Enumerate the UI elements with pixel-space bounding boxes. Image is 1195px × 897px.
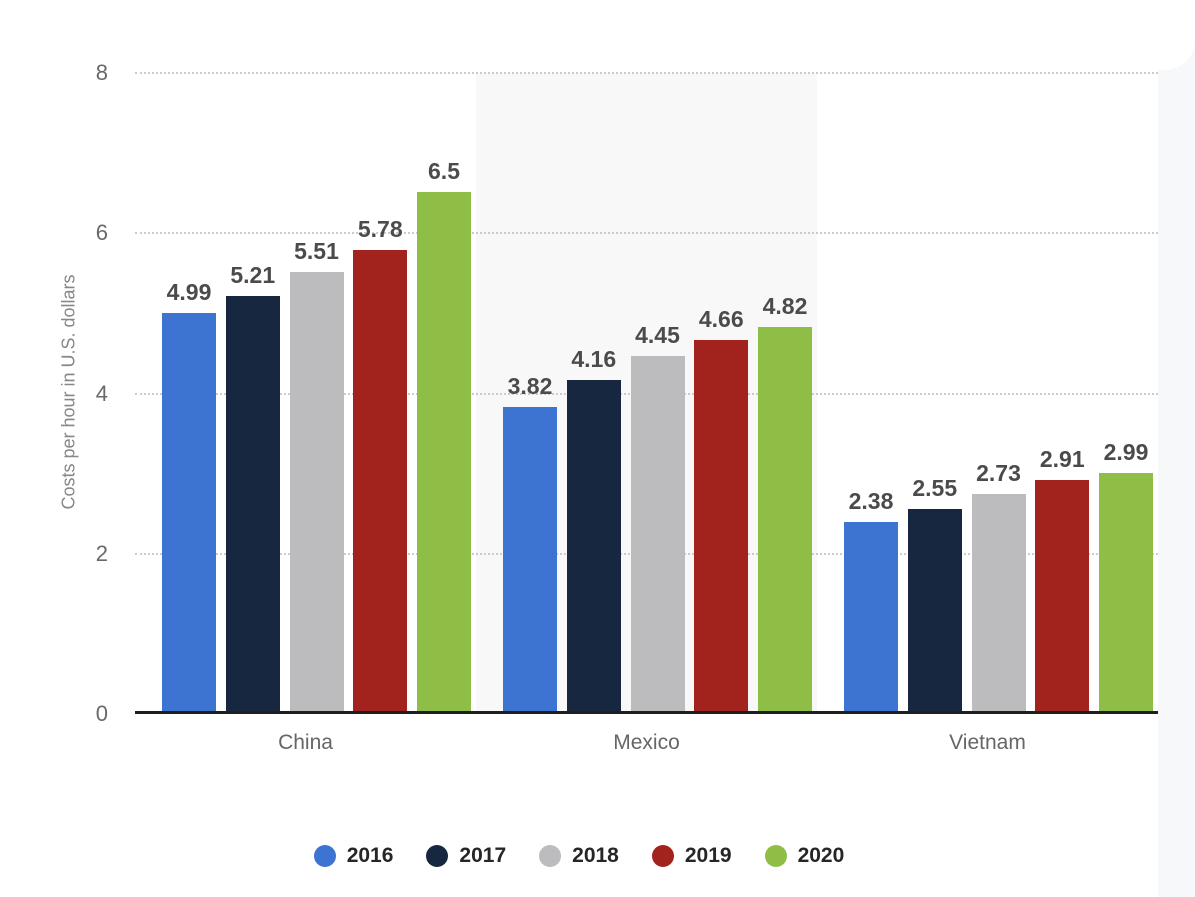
y-tick-label-6: 6 — [95, 220, 108, 245]
bar-value-label: 6.5 — [428, 158, 460, 184]
bar-value-label: 4.45 — [635, 322, 680, 348]
bar-mexico-2019[interactable]: 4.66 — [694, 306, 749, 713]
bar-value-label: 4.99 — [166, 279, 212, 305]
legend-label-2019: 2019 — [684, 844, 732, 867]
legend-item-2019: 2019 — [651, 844, 732, 868]
y-tick-label-4: 4 — [95, 381, 108, 406]
category-label-vietnam: Vietnam — [949, 731, 1026, 754]
category-label-china: China — [278, 731, 333, 754]
bar-mexico-2017[interactable]: 4.16 — [566, 346, 621, 713]
legend-dot-2020 — [764, 845, 787, 867]
page-edge-strip — [1158, 0, 1195, 897]
legend-item-2017: 2017 — [426, 844, 506, 868]
bar-value-label: 2.91 — [1039, 446, 1085, 472]
bar-china-2017[interactable]: 5.21 — [225, 262, 280, 713]
bar-mexico-2020[interactable]: 4.82 — [758, 293, 812, 713]
bar-value-label: 2.38 — [848, 488, 894, 514]
bar-group-vietnam: 2.38 2.55 2.73 2.91 2.99 — [817, 72, 1158, 713]
bar-mexico-2016[interactable]: 3.82 — [503, 373, 557, 713]
bar-value-label: 2.55 — [912, 475, 958, 501]
bar-value-label: 2.99 — [1103, 439, 1149, 465]
y-tick-label-2: 2 — [95, 541, 108, 566]
bar-vietnam-2020[interactable]: 2.99 — [1099, 439, 1153, 713]
gridline-8 — [135, 72, 1158, 74]
legend-dot-2017 — [426, 845, 449, 867]
legend-item-2018: 2018 — [539, 844, 619, 868]
legend-item-2020: 2020 — [764, 844, 845, 868]
y-tick-label-8: 8 — [95, 60, 108, 85]
bar-china-2018[interactable]: 5.51 — [289, 238, 344, 713]
bar-value-label: 2.73 — [976, 460, 1021, 486]
category-label-mexico: Mexico — [613, 731, 680, 754]
legend-label-2017: 2017 — [459, 844, 507, 867]
bar-mexico-2018[interactable]: 4.45 — [630, 322, 685, 713]
legend-label-2016: 2016 — [346, 844, 394, 867]
legend-label-2018: 2018 — [572, 844, 619, 867]
x-axis-line — [135, 711, 1158, 714]
legend-item-2016: 2016 — [313, 844, 394, 868]
bar-value-label: 4.66 — [698, 306, 744, 332]
bar-value-label: 5.51 — [294, 238, 339, 264]
bar-vietnam-2017[interactable]: 2.55 — [907, 475, 962, 713]
bar-china-2016[interactable]: 4.99 — [162, 279, 216, 713]
bar-value-label: 3.82 — [507, 373, 553, 399]
gridline-6 — [135, 232, 1158, 234]
legend-label-2020: 2020 — [797, 844, 845, 867]
bar-value-label: 5.78 — [357, 216, 403, 242]
bar-vietnam-2019[interactable]: 2.91 — [1035, 446, 1090, 713]
bar-china-2020[interactable]: 6.5 — [417, 158, 471, 713]
bar-value-label: 5.21 — [230, 262, 276, 288]
bar-value-label: 4.16 — [571, 346, 617, 372]
y-tick-label-0: 0 — [95, 701, 108, 726]
legend-dot-2018 — [539, 845, 562, 867]
bar-group-china: 4.99 5.21 5.51 5.78 6.5 — [135, 72, 476, 713]
legend: 2016 2017 2018 2019 2020 — [0, 844, 1158, 868]
bar-group-mexico: 3.82 4.16 4.45 4.66 4.82 — [476, 72, 817, 713]
bar-value-label: 4.82 — [762, 293, 808, 319]
legend-dot-2019 — [651, 845, 674, 867]
bar-vietnam-2016[interactable]: 2.38 — [844, 488, 898, 713]
bar-china-2019[interactable]: 5.78 — [353, 216, 408, 713]
legend-dot-2016 — [313, 845, 336, 867]
bar-vietnam-2018[interactable]: 2.73 — [971, 460, 1026, 713]
